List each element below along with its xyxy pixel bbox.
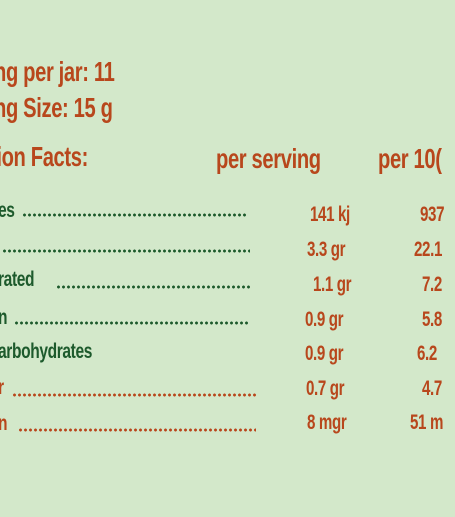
leader-dots	[2, 249, 250, 253]
leader-dots	[18, 428, 256, 432]
row-label-protein: n	[0, 306, 8, 330]
per-100-column-header: per 10(	[378, 143, 442, 174]
leader-dots	[56, 285, 250, 289]
serving-size: ng Size: 15 g	[0, 92, 113, 123]
leader-dots	[22, 213, 246, 217]
row-energy-per-serving: 141 kj	[310, 203, 350, 226]
row-fat-per-100: 22.1	[414, 238, 442, 261]
row-label-energy: es	[0, 199, 15, 222]
row-sugar-per-100: 4.7	[422, 377, 442, 400]
row-energy-per-100: 937	[420, 203, 445, 226]
row-saturated-per-100: 7.2	[422, 273, 442, 296]
row-carbohydrates-per-serving: 0.9 gr	[305, 342, 344, 365]
row-protein-per-100: 5.8	[422, 308, 442, 331]
row-sodium-per-100: 51 m	[410, 411, 444, 434]
row-label-saturated: rated	[0, 268, 35, 291]
row-sugar-per-serving: 0.7 gr	[306, 377, 345, 400]
row-label-carbohydrates: arbohydrates	[0, 340, 93, 363]
per-serving-column-header: per serving	[216, 143, 321, 174]
row-protein-per-serving: 0.9 gr	[305, 308, 344, 331]
servings-per-jar: ng per jar: 11	[0, 56, 115, 87]
row-sodium-per-serving: 8 mgr	[307, 411, 347, 434]
row-carbohydrates-per-100: 6.2	[417, 342, 437, 365]
leader-dots	[12, 393, 256, 397]
nutrition-facts-heading: tion Facts:	[0, 141, 88, 172]
leader-dots	[14, 321, 250, 325]
row-label-sugar: r	[0, 376, 4, 400]
row-label-sodium: n	[0, 412, 8, 436]
row-saturated-per-serving: 1.1 gr	[313, 273, 352, 296]
row-fat-per-serving: 3.3 gr	[307, 238, 346, 261]
